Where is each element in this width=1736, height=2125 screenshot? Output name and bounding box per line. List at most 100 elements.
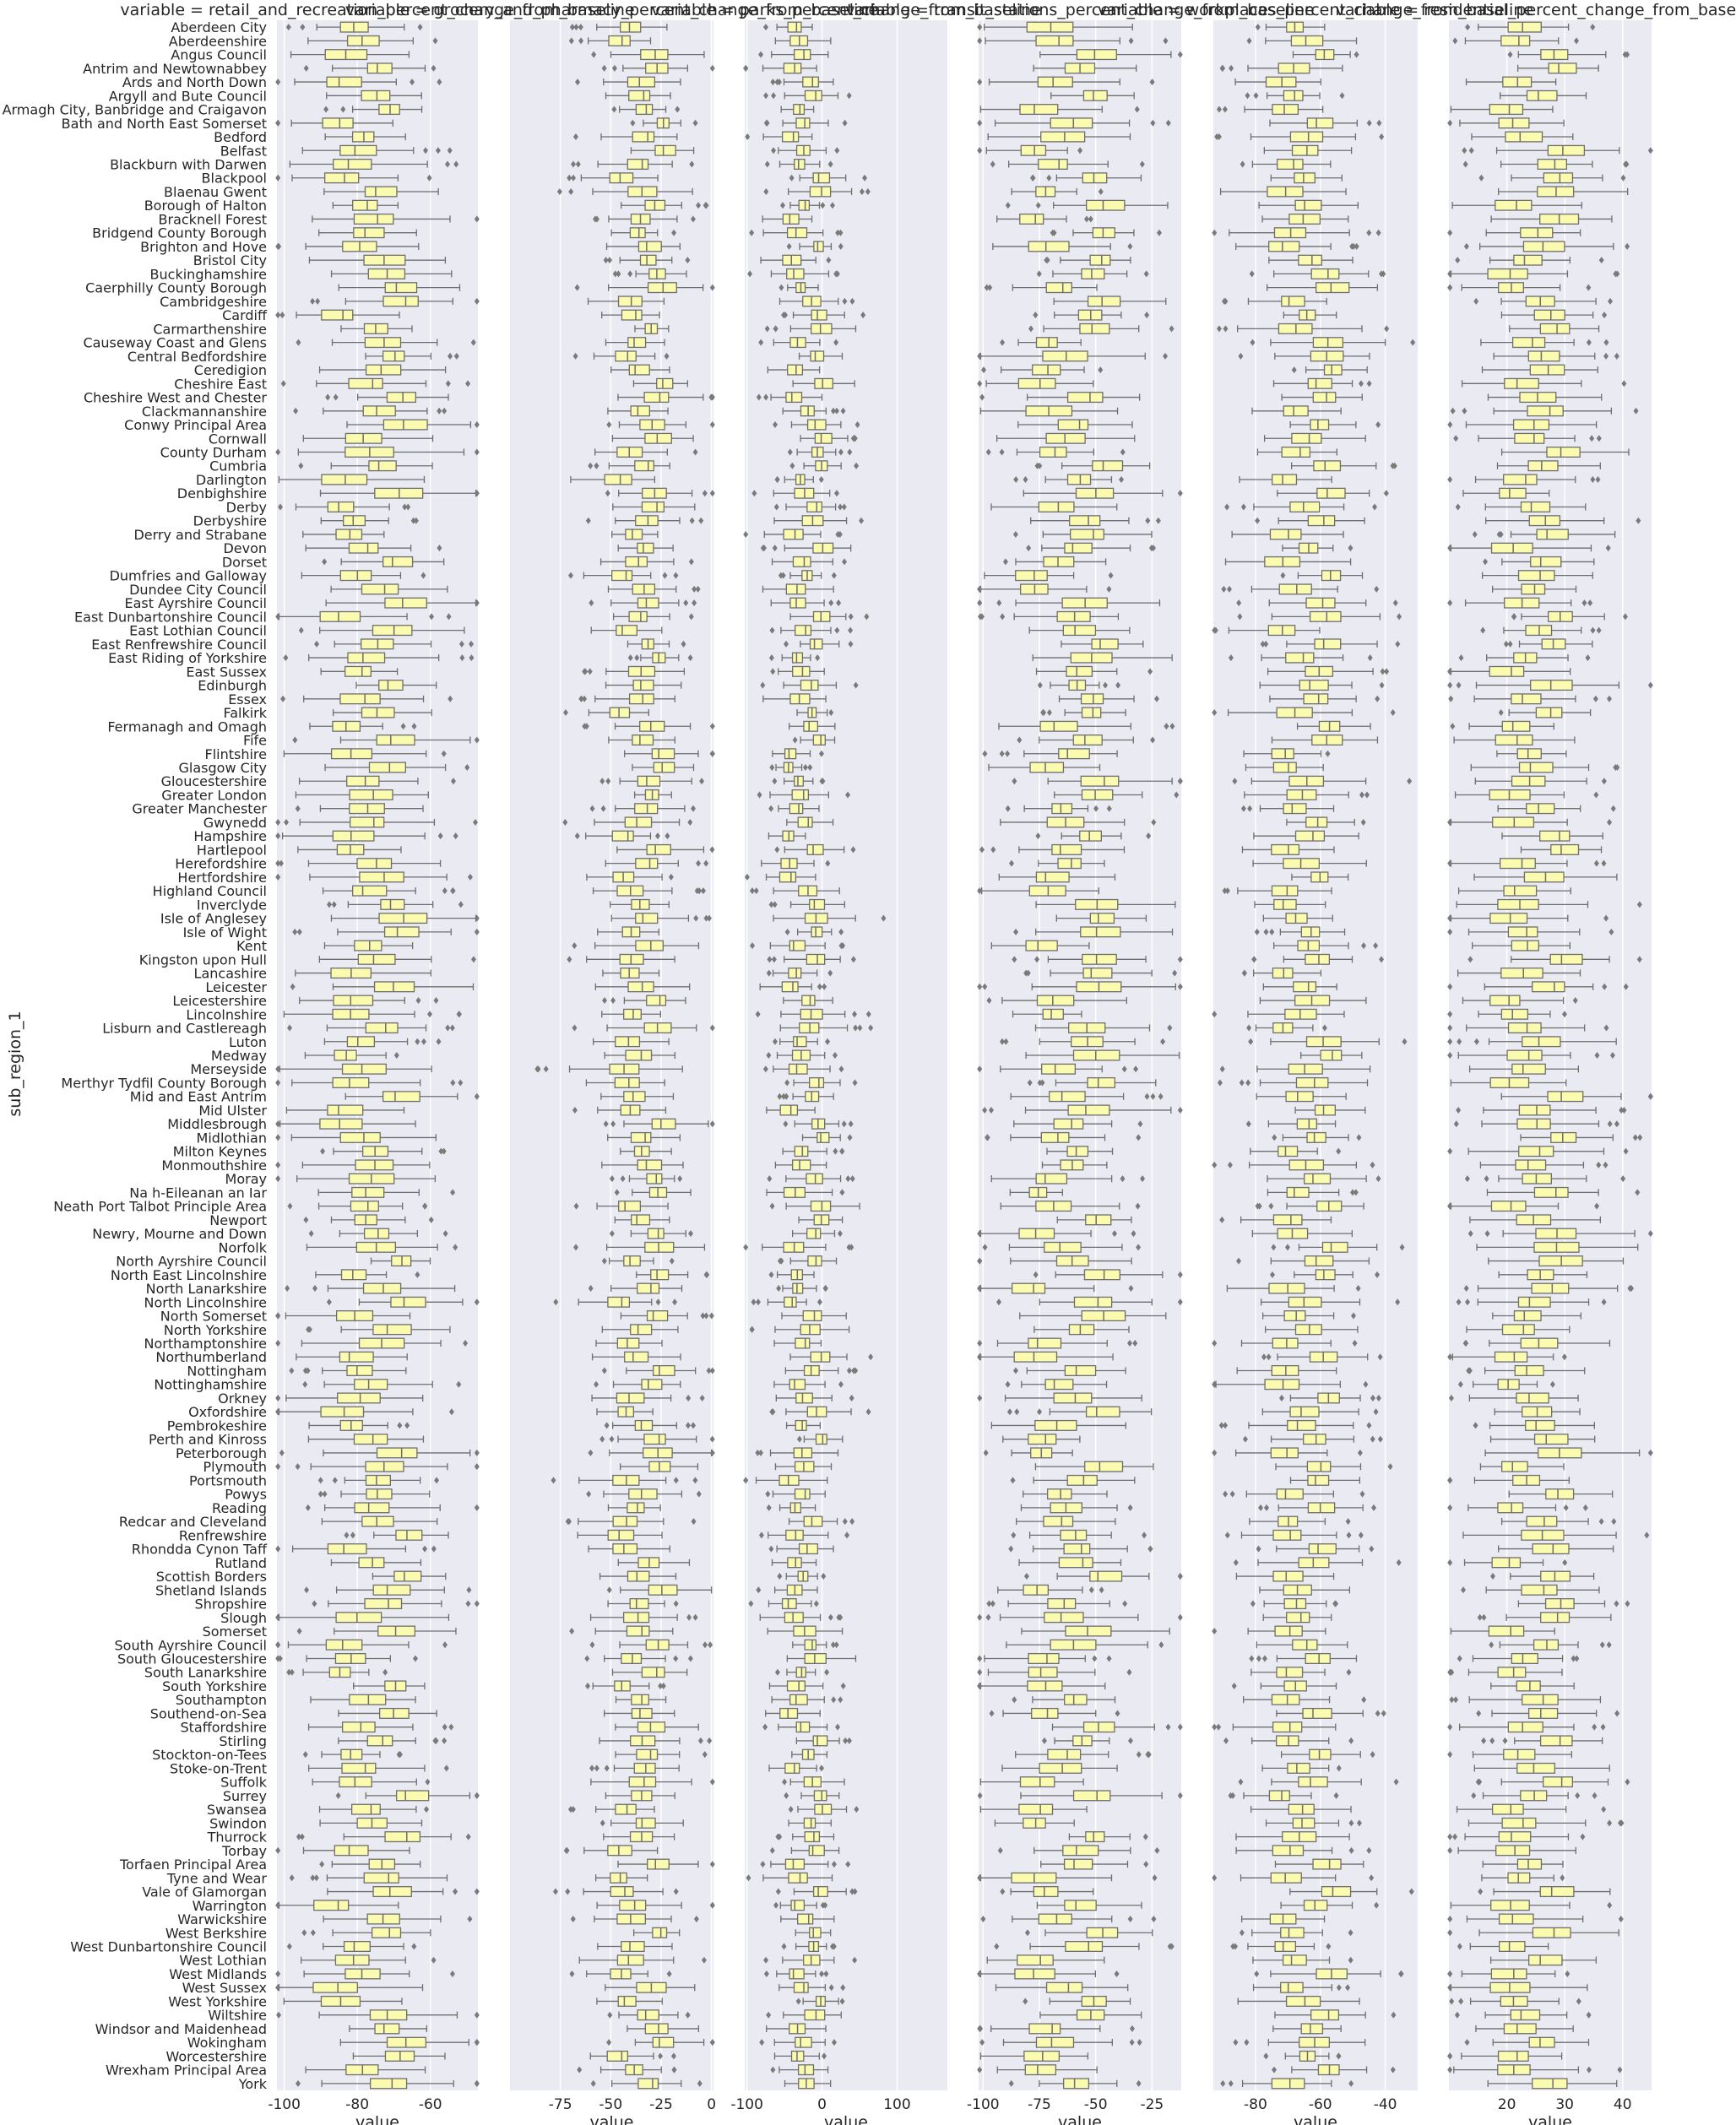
box-group [286,1667,388,1678]
box-group [302,432,434,444]
outlier-point [699,1394,705,1401]
outlier-point [881,914,887,922]
box-group [573,1241,706,1253]
box [349,1694,387,1705]
outlier-point [758,51,764,58]
box-group [563,1845,659,1857]
outlier-point [796,1435,802,1443]
outlier-point [778,572,784,579]
box-group [988,762,1101,773]
box-group [574,830,670,842]
box-group [567,172,659,184]
outlier-point [838,1065,844,1073]
outlier-point [838,1380,844,1388]
box-group [585,515,704,527]
box-group [778,570,837,582]
box-group [792,1228,843,1239]
box [635,515,659,527]
outlier-point [534,1065,540,1073]
box [644,432,672,444]
outlier-point [996,599,1002,607]
box-group [275,610,452,622]
box [793,104,806,116]
box [625,1049,653,1061]
outlier-point [1028,325,1033,333]
box [635,913,659,924]
outlier-point [771,147,777,154]
box-group [795,1735,852,1747]
box [788,968,802,979]
box [1039,720,1078,732]
box-group [774,1667,830,1678]
box-group [1013,474,1125,485]
box-group [769,1845,840,1857]
outlier-point [833,339,839,346]
outlier-point [671,2066,677,2074]
outlier-point [781,1943,787,1950]
y-tick-label: West Midlands [169,1966,267,1982]
outlier-point [565,1888,571,1895]
box-group [796,707,834,718]
box-group [977,1228,1137,1239]
outlier-point [839,1998,845,2005]
box [779,1104,799,1116]
box [617,1995,637,2007]
y-tick-label: Surrey [223,1788,267,1804]
outlier-point [611,106,617,113]
box-group [570,159,695,170]
box-group [767,953,856,965]
outlier-point [427,1011,433,1018]
outlier-point [777,1257,783,1265]
box [783,529,804,540]
box [793,1036,807,1048]
box [347,652,386,664]
box-group [298,775,456,787]
box-group [276,2009,480,2021]
outlier-point [275,1134,281,1141]
box-group [986,995,1128,1006]
box [1026,21,1074,33]
outlier-point [787,448,793,456]
outlier-point [673,1600,679,1607]
outlier-point [423,147,429,154]
outlier-point [422,1202,428,1210]
outlier-point [813,1600,819,1607]
y-tick-label: Blackpool [202,171,267,187]
outlier-point [699,778,705,785]
outlier-point [453,832,458,840]
box-group [1027,1076,1157,1088]
outlier-point [298,626,304,634]
outlier-point [831,1696,837,1704]
box-group [769,625,854,637]
outlier-point [834,270,840,278]
box-group [295,968,431,979]
outlier-point [768,1271,774,1278]
y-tick-label: Dumfries and Galloway [110,568,267,584]
outlier-point [594,462,599,469]
outlier-point [977,352,983,360]
y-tick-label: Southampton [176,1692,267,1708]
outlier-point [1033,312,1039,319]
box-group [1011,186,1104,198]
box [319,610,361,622]
outlier-point [287,1024,293,1032]
outlier-point [833,1641,839,1649]
box-group [275,1612,450,1624]
box-group [1029,172,1142,184]
outlier-point [289,1367,295,1374]
outlier-point [1027,1079,1033,1087]
box [806,953,826,965]
outlier-point [295,1463,301,1471]
box-group [798,350,844,362]
outlier-point [589,1641,595,1649]
outlier-point [692,119,698,127]
box [612,1515,638,1527]
outlier-point [988,1106,994,1114]
box [798,199,811,211]
y-tick-label: Rhondda Cynon Taff [132,1542,268,1558]
box-group [275,871,473,883]
y-tick-label: South Gloucestershire [117,1651,267,1667]
box [1091,638,1119,650]
box-group [764,159,833,170]
outlier-point [673,1888,679,1895]
